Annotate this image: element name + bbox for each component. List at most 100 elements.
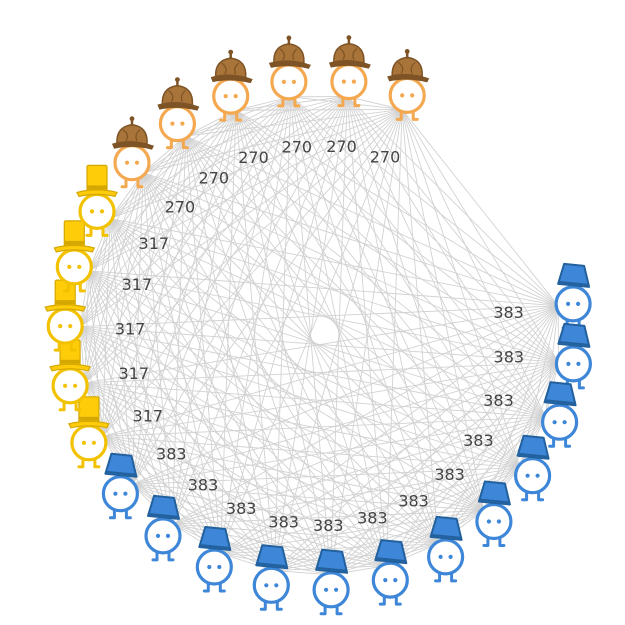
character-head bbox=[513, 457, 552, 495]
edge-line bbox=[274, 543, 439, 572]
edge-line bbox=[235, 109, 403, 111]
eye-icon bbox=[334, 587, 339, 592]
character-node bbox=[53, 220, 96, 293]
edge-line bbox=[172, 416, 546, 525]
edge-line bbox=[274, 570, 331, 576]
character-head bbox=[70, 424, 108, 462]
deerstalker-hat-icon bbox=[157, 77, 200, 111]
edge-line bbox=[290, 96, 387, 566]
eye-icon bbox=[393, 578, 398, 583]
eye-icon bbox=[400, 93, 405, 98]
character-node bbox=[554, 322, 593, 390]
edge-line bbox=[109, 109, 237, 219]
edge-line bbox=[235, 109, 521, 468]
eye-icon bbox=[576, 301, 581, 306]
edge-line bbox=[401, 109, 559, 363]
character-node bbox=[252, 544, 290, 611]
eye-icon bbox=[99, 209, 105, 214]
edge-line bbox=[235, 109, 485, 511]
eye-icon bbox=[134, 160, 140, 165]
node-label: 270 bbox=[326, 137, 357, 156]
bucket-hat-icon bbox=[315, 548, 349, 574]
character-head bbox=[475, 502, 513, 541]
deerstalker-hat-icon bbox=[268, 35, 311, 69]
eye-icon bbox=[486, 519, 491, 524]
edge-line bbox=[110, 218, 559, 307]
top-hat-icon bbox=[53, 220, 96, 253]
edge-line bbox=[330, 305, 559, 576]
eye-icon bbox=[68, 324, 73, 329]
edge-line bbox=[385, 416, 546, 567]
eye-icon bbox=[324, 587, 329, 592]
node-label: 383 bbox=[156, 444, 187, 463]
bucket-hat-icon bbox=[557, 322, 591, 348]
edge-line bbox=[185, 135, 546, 418]
eye-icon bbox=[89, 209, 95, 214]
edge-line bbox=[290, 96, 439, 545]
character-node bbox=[328, 35, 371, 108]
character-head bbox=[158, 104, 196, 143]
edge-line bbox=[142, 96, 292, 174]
eye-icon bbox=[77, 264, 82, 269]
edge-line bbox=[172, 510, 484, 525]
top-hat-icon bbox=[44, 279, 87, 312]
deerstalker-hat-icon bbox=[112, 116, 154, 150]
edge-line bbox=[346, 96, 546, 418]
character-head bbox=[78, 192, 116, 230]
edge-line bbox=[88, 270, 439, 545]
eye-icon bbox=[113, 491, 118, 496]
edge-line bbox=[437, 361, 559, 545]
character-node bbox=[195, 526, 233, 593]
eye-icon bbox=[73, 383, 78, 388]
character-head bbox=[195, 548, 233, 586]
edge-line bbox=[142, 172, 559, 307]
eye-icon bbox=[165, 533, 171, 538]
node-label: 383 bbox=[463, 431, 494, 450]
edge-line bbox=[385, 305, 559, 566]
edge-line bbox=[290, 96, 559, 307]
edge-line bbox=[220, 416, 546, 554]
character-node bbox=[371, 539, 409, 606]
edge-line bbox=[102, 416, 546, 437]
edge-line bbox=[185, 109, 237, 137]
edge-line bbox=[132, 483, 439, 545]
eye-icon bbox=[63, 383, 68, 388]
eye-icon bbox=[410, 93, 415, 98]
edge-line bbox=[88, 270, 221, 554]
node-label: 270 bbox=[199, 169, 230, 188]
eye-icon bbox=[233, 94, 238, 99]
edge-line bbox=[290, 96, 559, 363]
node-layer bbox=[44, 35, 593, 616]
character-head bbox=[371, 561, 409, 599]
edge-line bbox=[290, 96, 485, 511]
edge-line bbox=[102, 109, 403, 437]
bucket-hat-icon bbox=[104, 452, 138, 478]
edge-line bbox=[235, 109, 559, 363]
edge-line bbox=[80, 326, 546, 418]
edge-line bbox=[88, 270, 521, 468]
character-head bbox=[554, 345, 593, 383]
edge-line bbox=[385, 361, 559, 566]
edge-line bbox=[185, 96, 348, 137]
character-node bbox=[210, 49, 253, 122]
edge-line bbox=[80, 305, 559, 328]
node-label: 270 bbox=[238, 148, 269, 167]
edge-line bbox=[437, 305, 559, 545]
eye-icon bbox=[264, 583, 269, 588]
edge-layer bbox=[79, 96, 559, 576]
character-head bbox=[252, 566, 290, 604]
character-head bbox=[270, 63, 308, 101]
character-node bbox=[68, 396, 110, 469]
edge-line bbox=[109, 218, 546, 418]
character-head bbox=[312, 571, 350, 609]
character-head bbox=[113, 144, 151, 182]
edge-line bbox=[84, 382, 221, 554]
bucket-hat-icon bbox=[255, 544, 289, 570]
edge-line bbox=[79, 326, 484, 511]
node-label: 383 bbox=[313, 516, 344, 535]
edge-line bbox=[235, 109, 559, 307]
edge-line bbox=[273, 305, 559, 571]
eye-icon bbox=[291, 79, 296, 84]
eye-icon bbox=[155, 533, 161, 538]
edge-line bbox=[346, 96, 559, 307]
